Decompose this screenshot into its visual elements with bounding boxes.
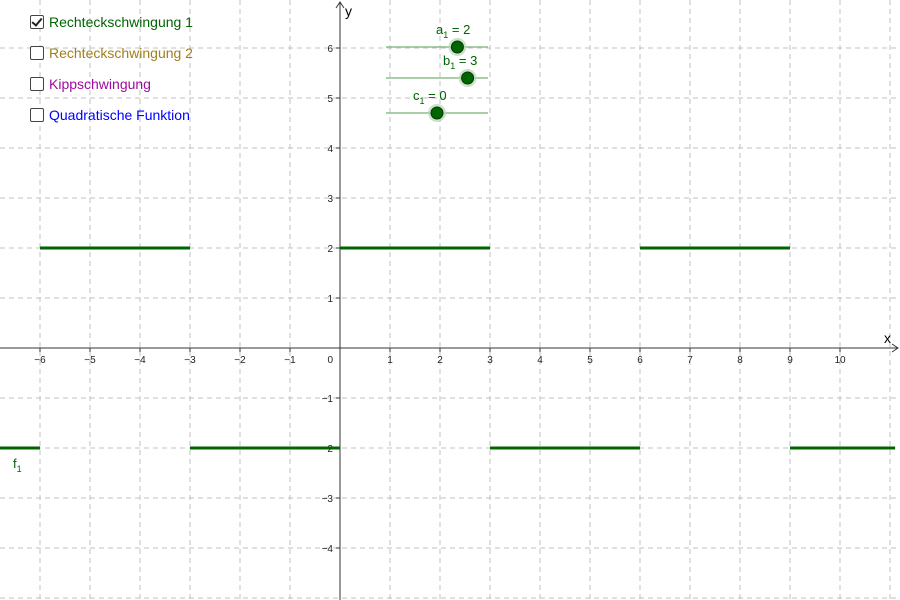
x-tick-label: −6 bbox=[34, 355, 46, 366]
x-tick-label: 9 bbox=[787, 355, 793, 366]
x-axis-arrow bbox=[891, 343, 899, 353]
x-tick-label: 7 bbox=[687, 355, 693, 366]
checkbox-box[interactable] bbox=[30, 108, 44, 122]
x-tick-label: −1 bbox=[284, 355, 296, 366]
y-tick-label: 4 bbox=[327, 144, 333, 155]
slider-handle[interactable] bbox=[461, 71, 475, 85]
origin-label: 0 bbox=[327, 355, 333, 366]
function-label: f1 bbox=[13, 456, 22, 474]
y-tick-label: 6 bbox=[327, 44, 333, 55]
checkbox-label: Kippschwingung bbox=[49, 76, 151, 92]
x-tick-label: 3 bbox=[487, 355, 493, 366]
checkbox-label: Rechteckschwingung 2 bbox=[49, 45, 193, 61]
function-graph-f1[interactable]: f1 bbox=[0, 246, 895, 474]
x-tick-label: 10 bbox=[834, 355, 846, 366]
x-tick-label: 2 bbox=[437, 355, 443, 366]
checkbox-rechteckschwingung-1[interactable]: Rechteckschwingung 1 bbox=[30, 12, 193, 32]
sliders[interactable]: a1 = 2 b1 = 3 c1 = 0 bbox=[386, 22, 488, 122]
slider-label: b1 = 3 bbox=[443, 53, 477, 71]
checkbox-box[interactable] bbox=[30, 77, 44, 91]
slider-handle[interactable] bbox=[430, 106, 444, 120]
x-tick-label: −4 bbox=[134, 355, 146, 366]
checkbox-quadratische-funktion[interactable]: Quadratische Funktion bbox=[30, 105, 193, 125]
checkbox-label: Quadratische Funktion bbox=[49, 107, 190, 123]
y-tick-label: −1 bbox=[322, 394, 334, 405]
x-tick-label: 1 bbox=[387, 355, 393, 366]
x-tick-label: 5 bbox=[587, 355, 593, 366]
slider-c1[interactable]: c1 = 0 bbox=[386, 88, 488, 122]
checkbox-list: Rechteckschwingung 1 Rechteckschwingung … bbox=[30, 12, 193, 136]
slider-label: a1 = 2 bbox=[436, 22, 470, 40]
slider-handle[interactable] bbox=[450, 40, 464, 54]
slider-label: c1 = 0 bbox=[413, 88, 447, 106]
checkbox-box[interactable] bbox=[30, 46, 44, 60]
slider-a1[interactable]: a1 = 2 bbox=[386, 22, 488, 56]
x-tick-label: −5 bbox=[84, 355, 96, 366]
y-tick-label: 3 bbox=[327, 194, 333, 205]
y-tick-label: 1 bbox=[327, 294, 333, 305]
y-tick-label: −3 bbox=[322, 494, 334, 505]
checkbox-rechteckschwingung-2[interactable]: Rechteckschwingung 2 bbox=[30, 43, 193, 63]
y-tick-label: 5 bbox=[327, 94, 333, 105]
checkbox-box[interactable] bbox=[30, 15, 44, 29]
y-axis-label: y bbox=[345, 3, 352, 19]
y-tick-label: 2 bbox=[327, 244, 333, 255]
checkbox-kippschwingung[interactable]: Kippschwingung bbox=[30, 74, 193, 94]
slider-b1[interactable]: b1 = 3 bbox=[386, 53, 488, 87]
x-tick-label: 6 bbox=[637, 355, 643, 366]
x-axis-label: x bbox=[884, 330, 891, 346]
x-tick-label: 4 bbox=[537, 355, 543, 366]
x-tick-label: 8 bbox=[737, 355, 743, 366]
x-tick-label: −3 bbox=[184, 355, 196, 366]
y-tick-label: −4 bbox=[322, 544, 334, 555]
checkbox-label: Rechteckschwingung 1 bbox=[49, 14, 193, 30]
y-axis-arrow bbox=[335, 1, 345, 9]
x-tick-label: −2 bbox=[234, 355, 246, 366]
